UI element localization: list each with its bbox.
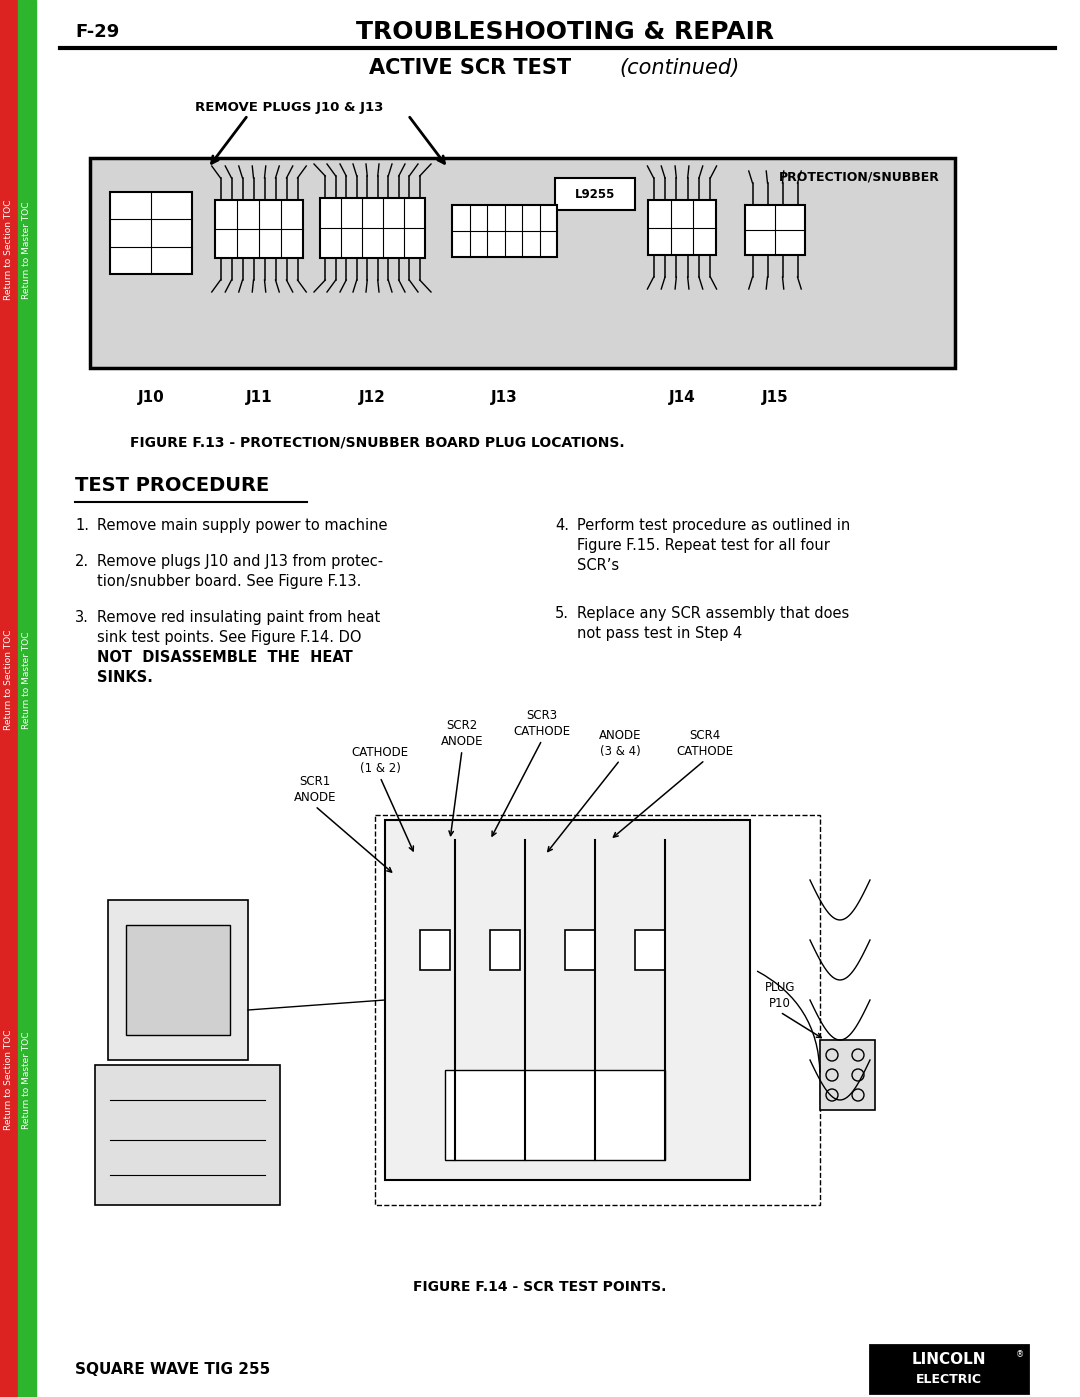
Text: F-29: F-29 xyxy=(75,22,119,41)
Bar xyxy=(820,1039,875,1111)
Text: J13: J13 xyxy=(491,390,518,405)
Text: CATHODE
(1 & 2): CATHODE (1 & 2) xyxy=(351,746,408,775)
Bar xyxy=(320,198,426,258)
Bar xyxy=(870,1345,1028,1393)
Text: PLUG
P10: PLUG P10 xyxy=(765,981,795,1010)
Text: J12: J12 xyxy=(359,390,386,405)
Text: LINCOLN: LINCOLN xyxy=(912,1352,986,1366)
Bar xyxy=(18,0,36,1397)
Text: Remove red insulating paint from heat: Remove red insulating paint from heat xyxy=(97,610,380,624)
Text: ELECTRIC: ELECTRIC xyxy=(916,1373,982,1386)
Text: ACTIVE SCR TEST: ACTIVE SCR TEST xyxy=(369,59,571,78)
Text: SCR’s: SCR’s xyxy=(577,557,619,573)
Bar xyxy=(453,205,557,257)
Text: PROTECTION/SNUBBER: PROTECTION/SNUBBER xyxy=(779,170,940,183)
Bar xyxy=(95,1065,280,1206)
Bar xyxy=(110,191,192,274)
Text: ®: ® xyxy=(1016,1350,1024,1359)
Bar xyxy=(90,158,955,367)
Text: Return to Section TOC: Return to Section TOC xyxy=(4,200,14,300)
Text: J10: J10 xyxy=(137,390,164,405)
Text: tion/snubber board. See Figure F.13.: tion/snubber board. See Figure F.13. xyxy=(97,574,362,590)
Text: SQUARE WAVE TIG 255: SQUARE WAVE TIG 255 xyxy=(75,1362,270,1377)
Bar xyxy=(108,900,248,1060)
Bar xyxy=(445,1070,665,1160)
Text: 2.: 2. xyxy=(75,555,90,569)
Text: Return to Master TOC: Return to Master TOC xyxy=(23,201,31,299)
Bar xyxy=(555,177,635,210)
Text: (continued): (continued) xyxy=(620,59,740,78)
Text: Return to Master TOC: Return to Master TOC xyxy=(23,1031,31,1129)
Text: J15: J15 xyxy=(761,390,788,405)
Text: SCR1
ANODE: SCR1 ANODE xyxy=(294,775,336,805)
Text: Remove plugs J10 and J13 from protec-: Remove plugs J10 and J13 from protec- xyxy=(97,555,383,569)
Bar xyxy=(215,200,303,258)
Text: Return to Master TOC: Return to Master TOC xyxy=(23,631,31,729)
Text: 5.: 5. xyxy=(555,606,569,622)
Text: 1.: 1. xyxy=(75,518,89,534)
Text: ANODE
(3 & 4): ANODE (3 & 4) xyxy=(598,729,642,759)
Text: Replace any SCR assembly that does: Replace any SCR assembly that does xyxy=(577,606,849,622)
Text: SCR2
ANODE: SCR2 ANODE xyxy=(441,719,483,747)
Text: L9255: L9255 xyxy=(575,187,616,201)
Text: SINKS.: SINKS. xyxy=(97,671,153,685)
Text: sink test points. See Figure F.14. DO: sink test points. See Figure F.14. DO xyxy=(97,630,362,645)
Text: J14: J14 xyxy=(669,390,696,405)
Text: Perform test procedure as outlined in: Perform test procedure as outlined in xyxy=(577,518,850,534)
Text: Return to Section TOC: Return to Section TOC xyxy=(4,630,14,731)
Text: TEST PROCEDURE: TEST PROCEDURE xyxy=(75,476,269,495)
Text: 4.: 4. xyxy=(555,518,569,534)
Text: Figure F.15. Repeat test for all four: Figure F.15. Repeat test for all four xyxy=(577,538,829,553)
Text: SCR4
CATHODE: SCR4 CATHODE xyxy=(676,729,733,759)
Text: NOT  DISASSEMBLE  THE  HEAT: NOT DISASSEMBLE THE HEAT xyxy=(97,650,353,665)
Bar xyxy=(126,925,230,1035)
Bar xyxy=(0,0,18,1397)
Text: 3.: 3. xyxy=(75,610,89,624)
Text: REMOVE PLUGS J10 & J13: REMOVE PLUGS J10 & J13 xyxy=(195,102,383,115)
Bar xyxy=(635,930,665,970)
Text: TROUBLESHOOTING & REPAIR: TROUBLESHOOTING & REPAIR xyxy=(356,20,774,43)
Bar xyxy=(648,200,716,256)
Bar xyxy=(375,814,820,1206)
Bar xyxy=(872,1366,1026,1391)
Bar xyxy=(384,820,750,1180)
Text: FIGURE F.13 - PROTECTION/SNUBBER BOARD PLUG LOCATIONS.: FIGURE F.13 - PROTECTION/SNUBBER BOARD P… xyxy=(130,436,624,450)
Text: Return to Section TOC: Return to Section TOC xyxy=(4,1030,14,1130)
Text: SCR3
CATHODE: SCR3 CATHODE xyxy=(513,710,570,738)
Text: Remove main supply power to machine: Remove main supply power to machine xyxy=(97,518,388,534)
Text: FIGURE F.14 - SCR TEST POINTS.: FIGURE F.14 - SCR TEST POINTS. xyxy=(414,1280,666,1294)
Bar xyxy=(420,930,450,970)
Bar xyxy=(745,205,805,256)
Text: not pass test in Step 4: not pass test in Step 4 xyxy=(577,626,742,641)
Bar xyxy=(565,930,595,970)
Bar xyxy=(490,930,519,970)
Text: J11: J11 xyxy=(245,390,272,405)
